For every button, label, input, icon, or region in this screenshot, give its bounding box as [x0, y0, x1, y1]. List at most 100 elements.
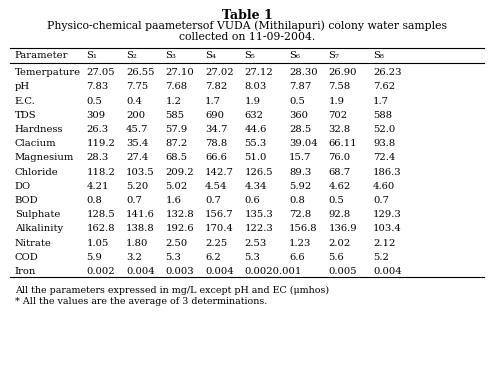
Text: 126.5: 126.5 [245, 168, 273, 177]
Text: 103.5: 103.5 [126, 168, 155, 177]
Text: 26.90: 26.90 [329, 68, 357, 77]
Text: 6.6: 6.6 [289, 253, 305, 262]
Text: 170.4: 170.4 [205, 224, 234, 234]
Text: 87.2: 87.2 [165, 139, 188, 148]
Text: 0.0020.001: 0.0020.001 [245, 267, 302, 276]
Text: 35.4: 35.4 [126, 139, 148, 148]
Text: 588: 588 [373, 111, 392, 120]
Text: 0.004: 0.004 [205, 267, 234, 276]
Text: 3.2: 3.2 [126, 253, 142, 262]
Text: 4.21: 4.21 [86, 182, 109, 191]
Text: COD: COD [15, 253, 39, 262]
Text: 0.7: 0.7 [373, 196, 389, 205]
Text: 7.83: 7.83 [86, 82, 109, 92]
Text: 57.9: 57.9 [165, 125, 188, 134]
Text: S₃: S₃ [165, 51, 176, 60]
Text: 1.2: 1.2 [165, 97, 181, 106]
Text: 6.2: 6.2 [205, 253, 221, 262]
Text: 92.8: 92.8 [329, 210, 351, 219]
Text: 0.7: 0.7 [205, 196, 221, 205]
Text: 360: 360 [289, 111, 308, 120]
Text: 28.3: 28.3 [86, 154, 109, 162]
Text: E.C.: E.C. [15, 97, 36, 106]
Text: 702: 702 [329, 111, 348, 120]
Text: 136.9: 136.9 [329, 224, 357, 234]
Text: 68.7: 68.7 [329, 168, 351, 177]
Text: TDS: TDS [15, 111, 37, 120]
Text: 27.12: 27.12 [245, 68, 273, 77]
Text: 119.2: 119.2 [86, 139, 115, 148]
Text: 141.6: 141.6 [126, 210, 155, 219]
Text: 0.8: 0.8 [86, 196, 102, 205]
Text: 5.2: 5.2 [373, 253, 389, 262]
Text: Physico-chemical paametersof VUDA (Mithilapuri) colony water samples: Physico-chemical paametersof VUDA (Mithi… [47, 20, 447, 31]
Text: Table 1: Table 1 [222, 9, 272, 22]
Text: 1.05: 1.05 [86, 239, 109, 248]
Text: 1.7: 1.7 [373, 97, 389, 106]
Text: Sulphate: Sulphate [15, 210, 60, 219]
Text: 44.6: 44.6 [245, 125, 267, 134]
Text: 132.8: 132.8 [165, 210, 194, 219]
Text: S₅: S₅ [245, 51, 255, 60]
Text: 28.5: 28.5 [289, 125, 311, 134]
Text: 4.62: 4.62 [329, 182, 351, 191]
Text: S₂: S₂ [126, 51, 137, 60]
Text: 138.8: 138.8 [126, 224, 155, 234]
Text: 52.0: 52.0 [373, 125, 395, 134]
Text: 128.5: 128.5 [86, 210, 115, 219]
Text: 7.68: 7.68 [165, 82, 188, 92]
Text: 78.8: 78.8 [205, 139, 227, 148]
Text: S₇: S₇ [329, 51, 339, 60]
Text: 0.003: 0.003 [165, 267, 194, 276]
Text: 186.3: 186.3 [373, 168, 402, 177]
Text: 0.5: 0.5 [329, 196, 344, 205]
Text: 0.7: 0.7 [126, 196, 142, 205]
Text: 0.6: 0.6 [245, 196, 260, 205]
Text: 72.8: 72.8 [289, 210, 311, 219]
Text: 5.20: 5.20 [126, 182, 148, 191]
Text: DO: DO [15, 182, 31, 191]
Text: 4.54: 4.54 [205, 182, 228, 191]
Text: 1.9: 1.9 [245, 97, 260, 106]
Text: Chloride: Chloride [15, 168, 59, 177]
Text: 103.4: 103.4 [373, 224, 402, 234]
Text: 162.8: 162.8 [86, 224, 115, 234]
Text: 142.7: 142.7 [205, 168, 234, 177]
Text: 2.02: 2.02 [329, 239, 351, 248]
Text: 5.02: 5.02 [165, 182, 188, 191]
Text: S₄: S₄ [205, 51, 216, 60]
Text: 129.3: 129.3 [373, 210, 402, 219]
Text: 0.5: 0.5 [86, 97, 102, 106]
Text: 7.82: 7.82 [205, 82, 227, 92]
Text: collected on 11-09-2004.: collected on 11-09-2004. [179, 32, 315, 42]
Text: 34.7: 34.7 [205, 125, 227, 134]
Text: 76.0: 76.0 [329, 154, 351, 162]
Text: 1.9: 1.9 [329, 97, 344, 106]
Text: 135.3: 135.3 [245, 210, 273, 219]
Text: 51.0: 51.0 [245, 154, 267, 162]
Text: 5.3: 5.3 [245, 253, 260, 262]
Text: 209.2: 209.2 [165, 168, 194, 177]
Text: 0.4: 0.4 [126, 97, 142, 106]
Text: 200: 200 [126, 111, 145, 120]
Text: 1.23: 1.23 [289, 239, 311, 248]
Text: Magnesium: Magnesium [15, 154, 74, 162]
Text: 89.3: 89.3 [289, 168, 311, 177]
Text: 2.25: 2.25 [205, 239, 227, 248]
Text: 5.9: 5.9 [86, 253, 102, 262]
Text: S₆: S₆ [289, 51, 300, 60]
Text: S₈: S₈ [373, 51, 384, 60]
Text: 156.7: 156.7 [205, 210, 234, 219]
Text: 156.8: 156.8 [289, 224, 318, 234]
Text: 27.05: 27.05 [86, 68, 115, 77]
Text: 122.3: 122.3 [245, 224, 273, 234]
Text: 72.4: 72.4 [373, 154, 395, 162]
Text: 27.4: 27.4 [126, 154, 148, 162]
Text: 5.3: 5.3 [165, 253, 181, 262]
Text: 0.005: 0.005 [329, 267, 357, 276]
Text: 585: 585 [165, 111, 185, 120]
Text: 66.11: 66.11 [329, 139, 357, 148]
Text: Hardness: Hardness [15, 125, 63, 134]
Text: 4.34: 4.34 [245, 182, 267, 191]
Text: pH: pH [15, 82, 30, 92]
